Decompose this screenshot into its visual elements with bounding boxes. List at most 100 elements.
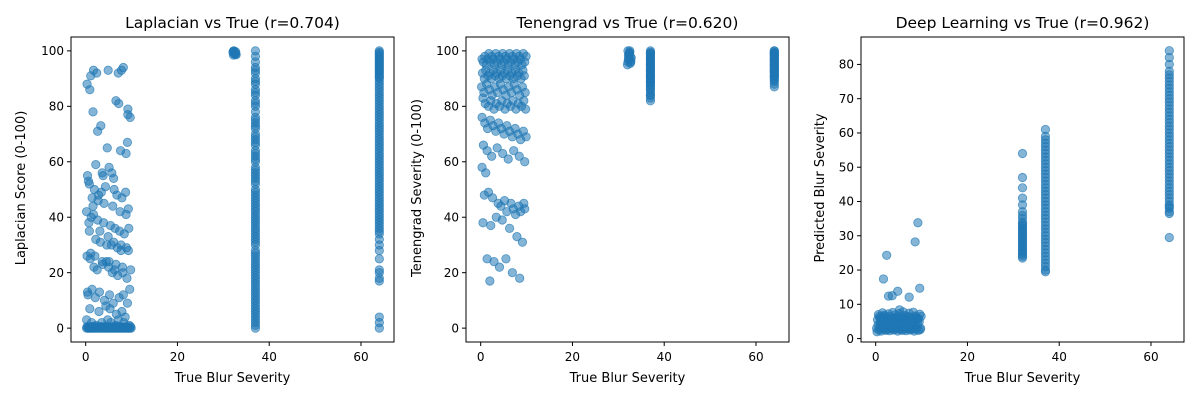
data-point (519, 71, 529, 81)
data-point (123, 245, 133, 256)
data-point (478, 218, 488, 228)
data-point (84, 226, 94, 236)
y-tick-label: 80 (49, 100, 64, 114)
data-point (107, 168, 117, 178)
data-point (910, 237, 920, 247)
data-point (90, 251, 100, 261)
data-point (99, 198, 109, 208)
data-point (1017, 148, 1028, 159)
data-point (84, 218, 94, 228)
y-tick-label: 20 (49, 266, 64, 280)
data-point (517, 237, 528, 247)
data-point (512, 232, 522, 242)
axes-frame (465, 36, 790, 343)
data-point (374, 312, 384, 322)
data-point (485, 276, 495, 286)
x-tick-label: 40 (1052, 350, 1067, 364)
data-point (124, 223, 134, 233)
data-point (82, 171, 93, 181)
data-point (521, 132, 531, 142)
data-point (1017, 172, 1028, 183)
data-point (122, 273, 132, 283)
data-point (116, 240, 126, 250)
data-point (486, 220, 496, 231)
data-point (878, 274, 889, 284)
data-point (122, 137, 133, 147)
y-tick-label: 10 (839, 298, 854, 312)
data-point (488, 193, 498, 203)
data-point (85, 304, 95, 314)
axes-frame (860, 36, 1185, 343)
data-point (103, 232, 113, 242)
data-point (915, 325, 925, 335)
subplot-title: Laplacian vs True (r=0.704) (125, 14, 340, 32)
data-point (645, 49, 656, 59)
data-point (96, 121, 106, 131)
data-point (769, 46, 779, 56)
x-axis-ticks: 0 20 40 60 (82, 342, 369, 364)
data-point (82, 287, 93, 297)
x-tick-label: 40 (262, 350, 277, 364)
data-point (374, 254, 384, 264)
deep-learning-subplot: Deep Learning vs True (r=0.962) 0 20 40 60 … (813, 14, 1185, 386)
x-tick-label: 0 (82, 350, 90, 364)
data-point (104, 290, 115, 300)
y-tick-label: 50 (839, 160, 854, 174)
data-point (893, 286, 903, 296)
y-tick-label: 80 (839, 58, 854, 72)
y-tick-label: 0 (846, 332, 854, 346)
data-point (501, 254, 511, 264)
data-point (1017, 253, 1028, 263)
data-point (88, 107, 98, 117)
data-point (103, 65, 113, 75)
y-axis-ticks: 0 10 20 30 40 50 60 70 80 (839, 58, 861, 346)
data-point (117, 262, 127, 272)
data-point (114, 98, 124, 109)
data-point (515, 273, 525, 283)
data-point (492, 143, 502, 153)
data-point (92, 265, 102, 275)
data-point (623, 46, 633, 56)
axes-frame (70, 36, 395, 343)
data-point (91, 159, 101, 170)
data-point (1164, 202, 1174, 212)
data-point (503, 154, 513, 164)
data-point (105, 304, 115, 314)
y-tick-label: 40 (444, 210, 459, 224)
data-point (504, 223, 515, 233)
subplot-title: Deep Learning vs True (r=0.962) (896, 14, 1150, 32)
data-point (520, 87, 530, 98)
y-tick-label: 60 (839, 126, 854, 140)
y-axis-label: Tenengrad Severity (0-100) (410, 99, 425, 278)
y-tick-label: 80 (444, 100, 459, 114)
data-point (915, 283, 925, 293)
y-tick-label: 100 (436, 44, 459, 58)
x-axis-label: True Blur Severity (174, 371, 291, 386)
data-point (520, 157, 530, 167)
x-tick-label: 60 (748, 350, 763, 364)
data-point (121, 148, 131, 159)
data-point (126, 265, 136, 275)
x-axis-ticks: 0 20 40 60 (477, 342, 764, 364)
data-point (102, 143, 112, 153)
y-tick-label: 70 (839, 92, 854, 106)
data-point (122, 298, 133, 308)
data-point (497, 215, 507, 225)
x-axis-ticks: 0 20 40 60 (872, 342, 1159, 364)
x-axis-label: True Blur Severity (569, 371, 686, 386)
data-point (1017, 183, 1028, 193)
y-tick-label: 40 (839, 195, 854, 209)
data-point (519, 96, 529, 106)
data-point (915, 309, 925, 319)
y-tick-label: 0 (56, 321, 64, 335)
y-axis-label: Predicted Blur Severity (813, 113, 828, 262)
data-point (125, 112, 135, 123)
data-point (520, 204, 530, 214)
y-tick-label: 100 (41, 44, 64, 58)
data-point (95, 226, 105, 236)
y-axis-ticks: 0 20 40 60 80 100 (41, 44, 71, 335)
data-point (645, 90, 656, 100)
data-point (507, 268, 517, 278)
